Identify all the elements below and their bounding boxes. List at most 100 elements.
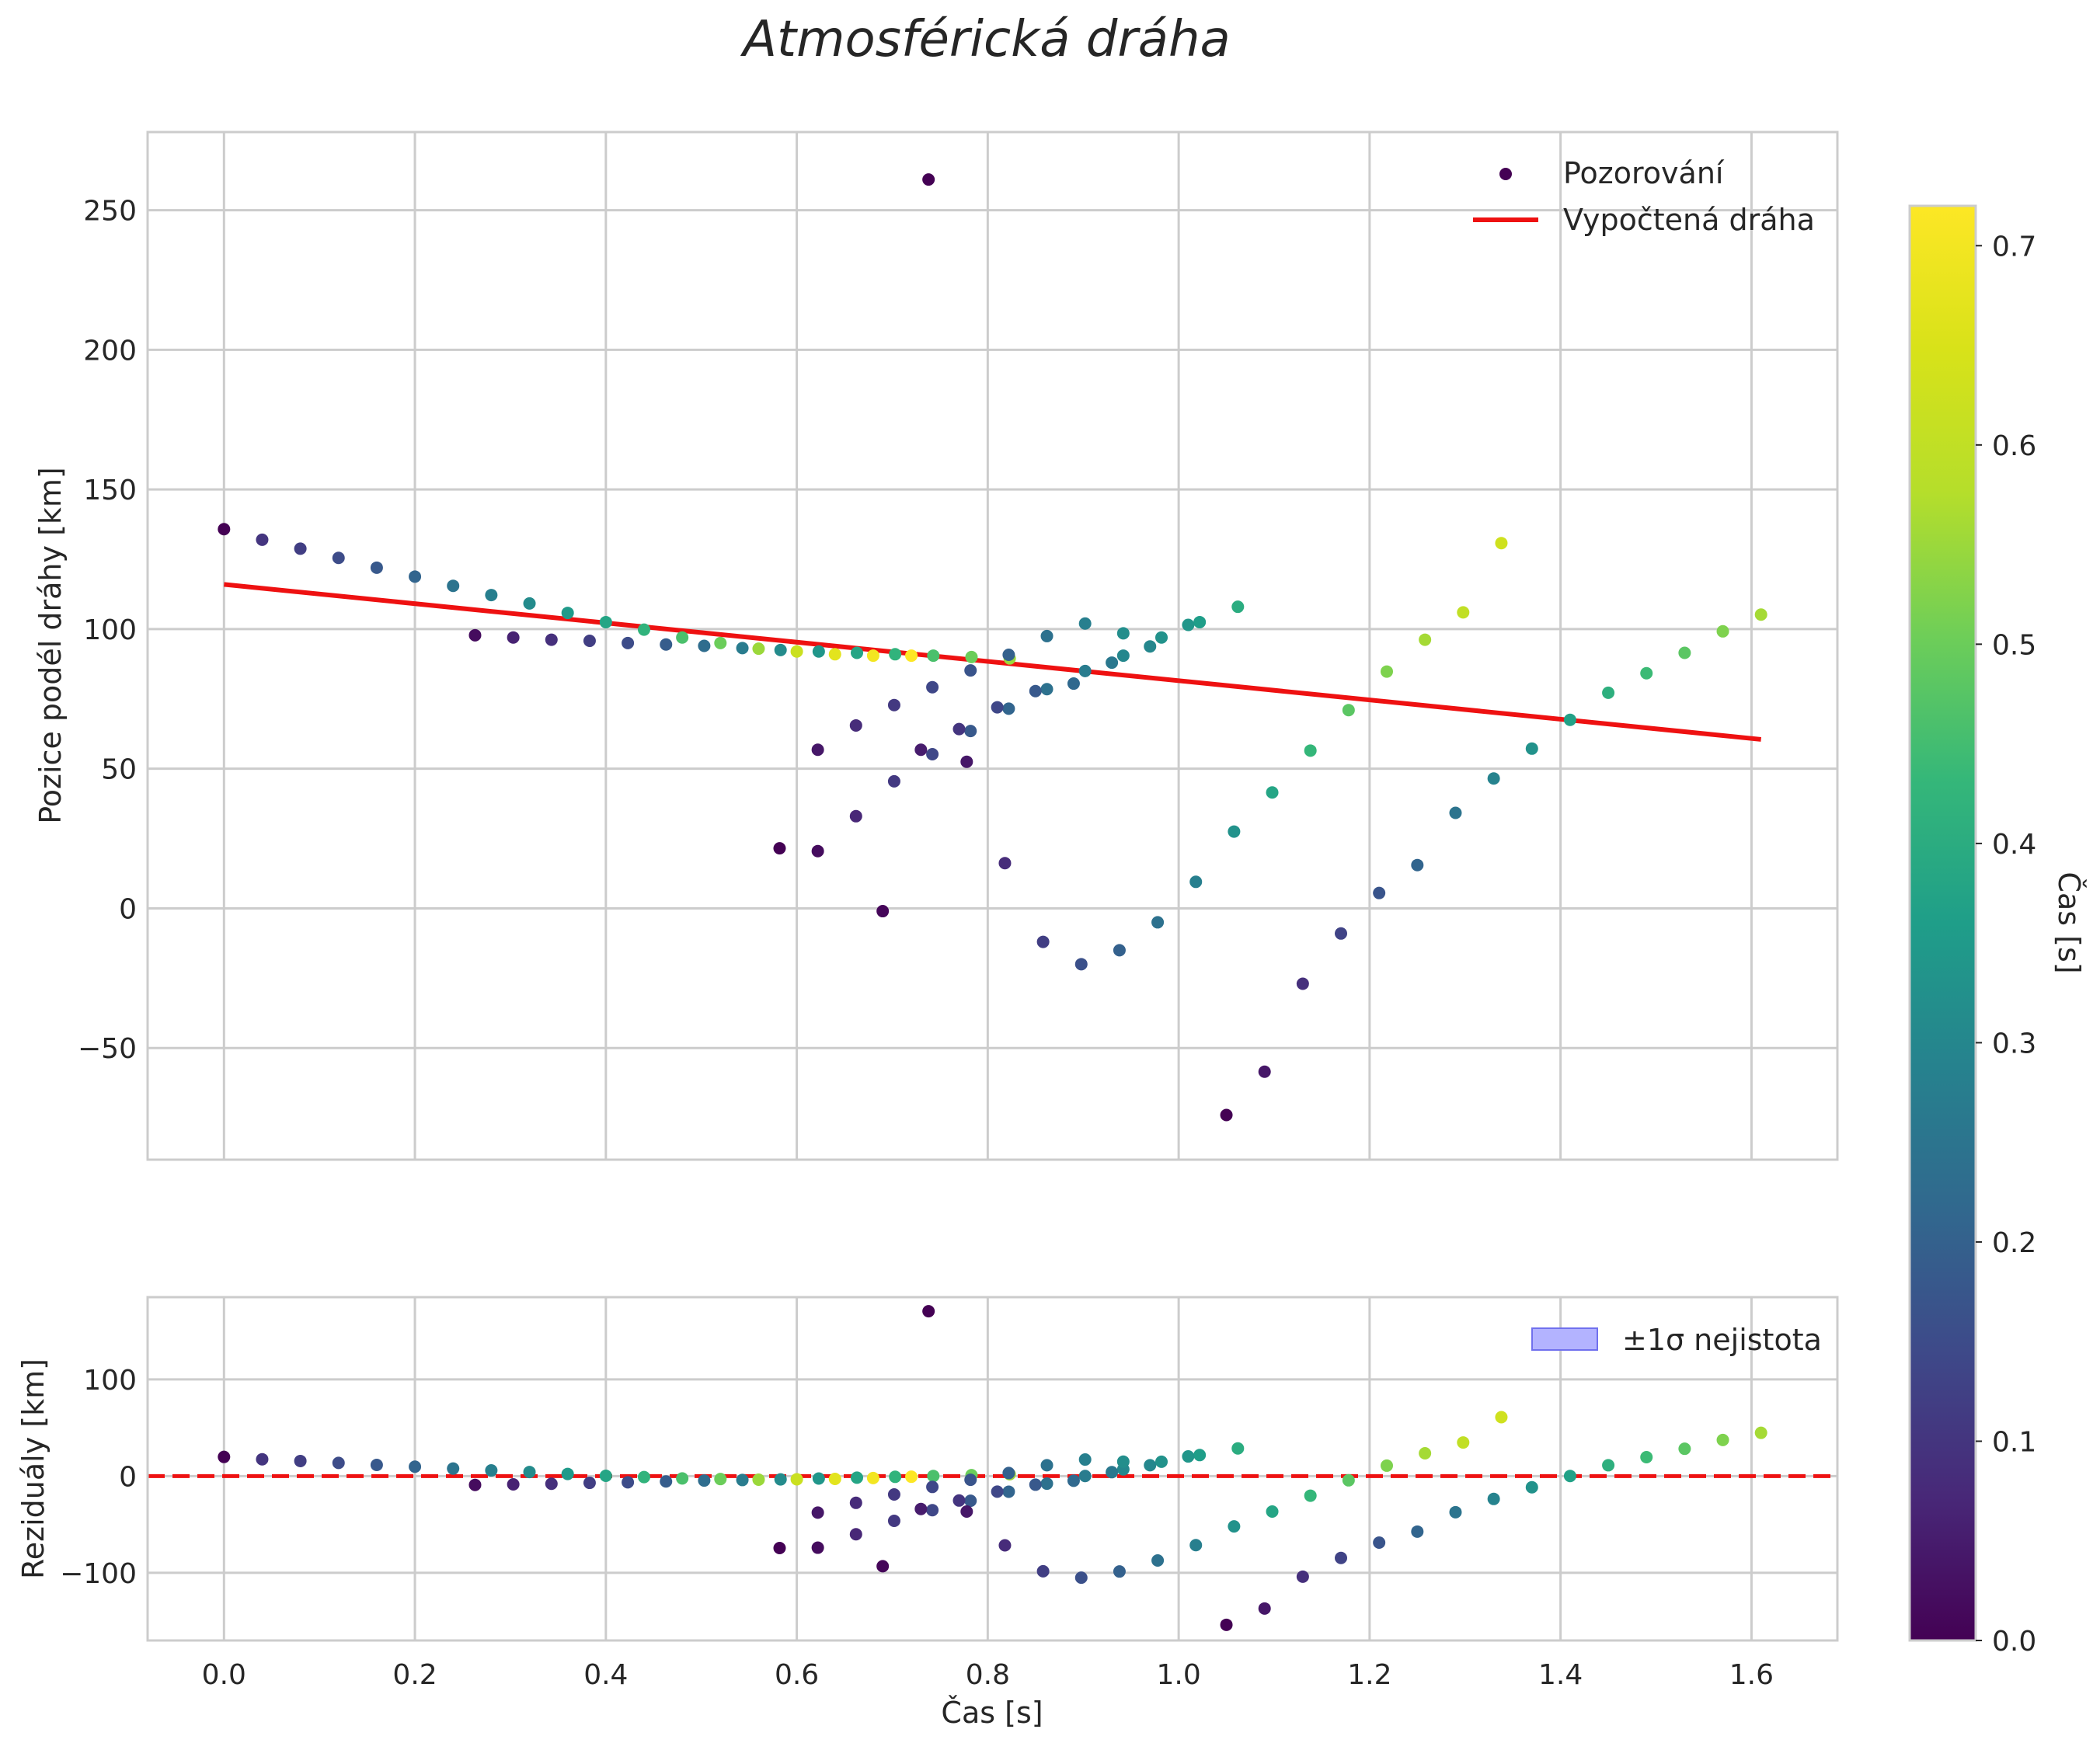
residual-point: [1189, 1539, 1203, 1552]
observation-points: [218, 173, 1767, 1122]
observation-point: [889, 648, 902, 661]
observation-point: [676, 631, 689, 644]
observation-point: [1144, 640, 1157, 653]
observation-point: [914, 743, 928, 757]
main-plot-grid: [148, 132, 1837, 1160]
observation-point: [851, 646, 864, 659]
observation-point: [964, 725, 977, 738]
main-y-tick-label: 0: [119, 893, 137, 925]
residual-point: [1449, 1505, 1462, 1519]
residual-point: [812, 1472, 825, 1485]
residual-point: [714, 1473, 727, 1486]
observation-point: [1678, 646, 1691, 659]
colorbar-tick-label: 0.5: [1992, 629, 2036, 661]
residual-point: [660, 1475, 673, 1488]
observation-point: [1419, 633, 1432, 646]
observation-point: [1411, 858, 1424, 872]
observation-point: [1495, 537, 1508, 550]
observation-point: [447, 579, 460, 593]
residual-point: [1220, 1618, 1233, 1631]
observation-point: [849, 718, 862, 732]
x-tick-label: 0.4: [583, 1659, 628, 1691]
observation-point: [468, 628, 482, 642]
residual-point: [887, 1487, 900, 1501]
observation-point: [1640, 666, 1653, 680]
residual-point: [1640, 1450, 1653, 1463]
residual-point: [1040, 1459, 1053, 1472]
observation-point: [409, 570, 422, 583]
observation-point: [507, 631, 520, 644]
observation-point: [1304, 744, 1317, 757]
observation-point: [583, 635, 596, 648]
observation-point: [1716, 625, 1729, 638]
residual-plot-frame: [146, 1296, 1839, 1642]
observation-point: [714, 636, 727, 649]
residual-point: [1144, 1459, 1157, 1472]
legend-fit-label: Vypočtená dráha: [1563, 203, 1815, 237]
observation-point: [218, 523, 231, 536]
residual-point: [1381, 1459, 1393, 1472]
observation-point: [1220, 1108, 1233, 1122]
residual-point: [887, 1514, 900, 1527]
observation-point: [849, 809, 862, 823]
observation-point: [998, 857, 1012, 870]
observation-point: [1266, 786, 1279, 799]
residual-point: [1078, 1453, 1092, 1466]
residual-point: [1602, 1459, 1615, 1472]
observation-point: [1602, 686, 1615, 699]
observation-point: [1078, 617, 1092, 630]
observation-point: [599, 615, 612, 628]
observation-point: [1182, 618, 1195, 631]
residual-point: [1563, 1470, 1576, 1483]
colorbar-tick-label: 0.3: [1992, 1028, 2036, 1059]
residual-point: [1754, 1426, 1767, 1439]
residual-point: [523, 1466, 536, 1479]
residual-point: [485, 1464, 498, 1477]
residual-point: [332, 1456, 345, 1470]
residual-point: [1296, 1570, 1309, 1583]
observation-point: [1373, 886, 1386, 899]
residual-point: [1106, 1466, 1119, 1479]
colorbar-tick-label: 0.6: [1992, 430, 2036, 462]
x-tick-label: 0.6: [775, 1659, 819, 1691]
observation-point: [561, 607, 574, 620]
x-tick-label: 1.4: [1538, 1659, 1583, 1691]
residual-point: [1002, 1466, 1015, 1480]
colorbar-label: Čas [s]: [2052, 872, 2086, 973]
main-y-tick-label: 250: [83, 196, 137, 228]
residual-point: [1002, 1485, 1015, 1498]
residual-point: [964, 1494, 977, 1508]
observation-point: [1381, 665, 1393, 678]
residual-point: [866, 1471, 879, 1484]
observation-point: [922, 173, 935, 186]
observation-point: [773, 842, 786, 855]
residual-point: [1193, 1449, 1207, 1462]
observation-point: [1074, 958, 1088, 971]
residual-point: [849, 1528, 862, 1541]
observation-point: [1449, 806, 1462, 819]
observation-point: [991, 701, 1004, 714]
residual-point: [1074, 1571, 1088, 1585]
colorbar: [1908, 204, 1977, 1642]
observation-point: [964, 664, 977, 677]
residual-point: [773, 1542, 786, 1555]
residual-point: [952, 1494, 966, 1507]
main-y-tick-label: 150: [83, 475, 137, 506]
residual-point: [637, 1470, 650, 1484]
residual-point: [991, 1485, 1004, 1498]
observation-point: [1487, 772, 1500, 785]
residual-point: [1678, 1442, 1691, 1456]
residual-point: [1373, 1536, 1386, 1549]
observation-point: [1258, 1065, 1271, 1078]
residual-point: [698, 1474, 711, 1487]
x-tick-label: 0.8: [966, 1659, 1010, 1691]
residual-point: [927, 1470, 940, 1483]
residual-point: [811, 1506, 824, 1519]
observation-point: [1116, 649, 1130, 663]
observation-point: [1036, 935, 1050, 948]
residual-point: [370, 1459, 383, 1472]
residual-point: [889, 1470, 902, 1484]
observation-point: [1335, 927, 1348, 940]
observation-point: [698, 639, 711, 652]
